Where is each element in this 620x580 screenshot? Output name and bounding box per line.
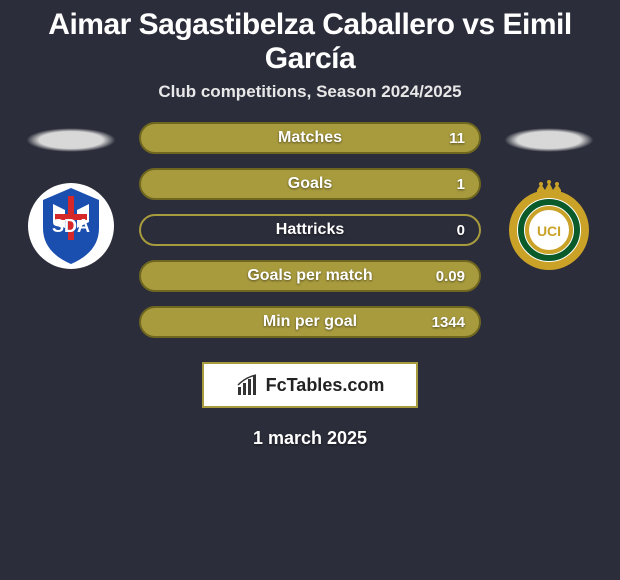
player-shadow-left (26, 128, 116, 152)
stat-value-right: 0.09 (436, 268, 465, 285)
comparison-row: SDA Matches 11 Goals 1 Hattricks 0 Goals… (0, 120, 620, 338)
stat-pill-goals: Goals 1 (139, 168, 481, 200)
stat-value-right: 0 (457, 222, 465, 239)
sda-shield-icon: SDA (25, 180, 117, 272)
stats-column: Matches 11 Goals 1 Hattricks 0 Goals per… (139, 122, 481, 338)
stat-label: Goals (288, 175, 332, 193)
svg-text:SDA: SDA (52, 216, 90, 236)
right-player-col: UCI (499, 120, 599, 272)
stat-label: Hattricks (276, 221, 344, 239)
left-club-logo: SDA (25, 180, 117, 272)
stat-pill-mpg: Min per goal 1344 (139, 306, 481, 338)
barchart-icon (236, 373, 260, 397)
brand-badge[interactable]: FcTables.com (202, 362, 418, 408)
stat-value-right: 11 (449, 130, 465, 147)
svg-text:UCI: UCI (537, 223, 561, 239)
left-player-col: SDA (21, 120, 121, 272)
page-title: Aimar Sagastibelza Caballero vs Eimil Ga… (0, 0, 620, 82)
brand-text: FcTables.com (266, 375, 385, 396)
stat-pill-matches: Matches 11 (139, 122, 481, 154)
uci-ring-icon: UCI (503, 180, 595, 272)
subtitle: Club competitions, Season 2024/2025 (158, 82, 461, 102)
footer-date: 1 march 2025 (253, 428, 367, 449)
stat-label: Min per goal (263, 313, 357, 331)
stat-label: Matches (278, 129, 342, 147)
right-club-logo: UCI (503, 180, 595, 272)
stat-pill-gpm: Goals per match 0.09 (139, 260, 481, 292)
stat-pill-hattricks: Hattricks 0 (139, 214, 481, 246)
stat-label: Goals per match (247, 267, 372, 285)
stat-value-right: 1344 (432, 314, 465, 331)
stat-value-right: 1 (457, 176, 465, 193)
player-shadow-right (504, 128, 594, 152)
